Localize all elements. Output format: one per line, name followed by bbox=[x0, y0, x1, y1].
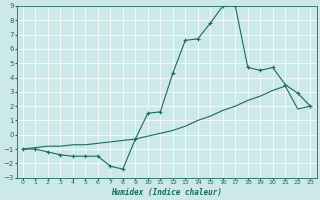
X-axis label: Humidex (Indice chaleur): Humidex (Indice chaleur) bbox=[111, 188, 222, 197]
